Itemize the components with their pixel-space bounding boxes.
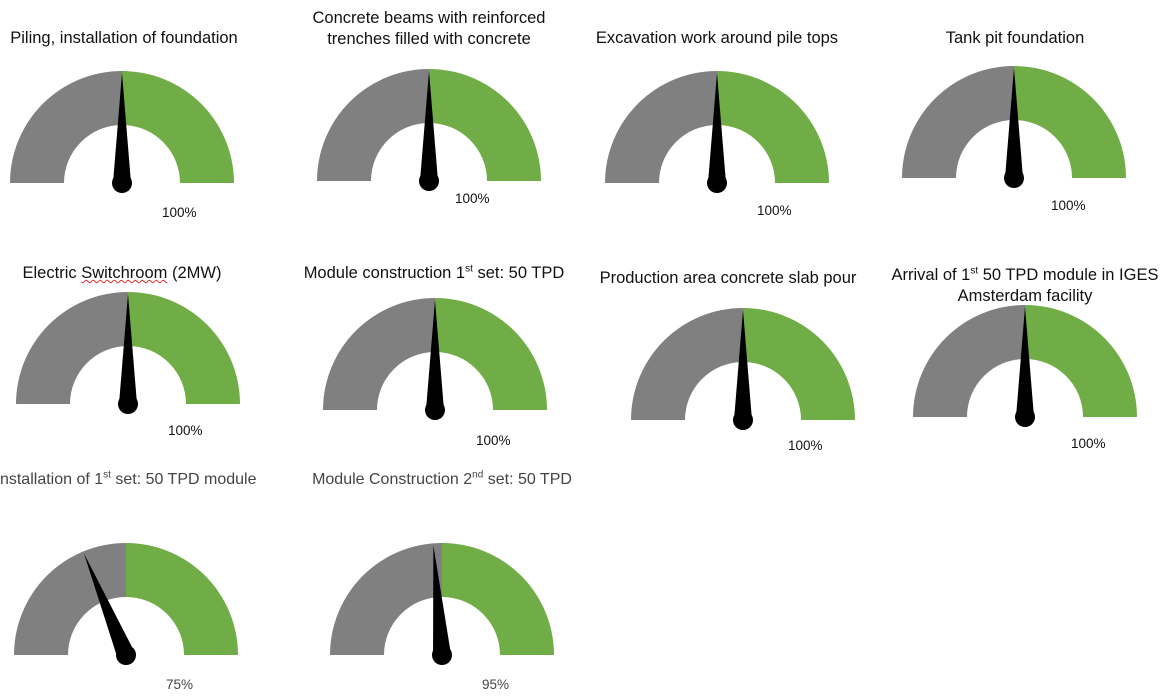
gauge-value-label: 100% xyxy=(455,191,490,206)
gauge-dial xyxy=(330,543,554,665)
title-part: set: 50 TPD xyxy=(483,471,572,488)
title-part: Installation of 1 xyxy=(0,471,104,488)
gauge-dial xyxy=(913,305,1137,427)
gauge-needle xyxy=(1016,307,1034,417)
gauge-needle-hub xyxy=(1004,168,1024,188)
title-part: Module Construction 2 xyxy=(312,471,473,488)
gauge-module-construction-1: Module construction 1st set: 50 TPD 100% xyxy=(294,263,574,478)
gauge-dial xyxy=(16,292,240,414)
gauge-piling: Piling, installation of foundation 100% xyxy=(0,28,264,243)
gauge-progress-arc xyxy=(717,71,829,183)
gauge-title: Module Construction 2nd set: 50 TPD xyxy=(302,465,582,495)
gauge-needle-hub xyxy=(733,410,753,430)
gauge-title: Tank pit foundation xyxy=(945,29,1085,47)
gauge-progress-arc xyxy=(1014,66,1126,178)
gauge-needle-hub xyxy=(116,645,136,665)
gauge-progress-arc xyxy=(1025,305,1137,417)
gauge-title: Electric Switchroom (2MW) xyxy=(0,263,262,284)
gauge-dial xyxy=(14,543,238,665)
gauge-needle xyxy=(420,71,438,181)
gauge-needle-hub xyxy=(118,394,138,414)
gauge-dial xyxy=(631,308,855,430)
gauge-value-label: 100% xyxy=(476,433,511,448)
title-part: set: 50 TPD module xyxy=(110,471,257,488)
title-part: Arrival of 1 xyxy=(891,266,971,284)
gauge-dial xyxy=(605,71,829,193)
gauge-dial xyxy=(323,298,547,420)
gauge-needle xyxy=(1005,68,1023,178)
gauge-remaining-arc xyxy=(14,543,126,655)
gauge-arrival-module: Arrival of 1st 50 TPD module in IGES Ams… xyxy=(885,265,1165,480)
gauge-remaining-arc xyxy=(330,543,442,655)
gauge-title: Arrival of 1st 50 TPD module in IGES Ams… xyxy=(885,265,1165,307)
gauge-concrete-beams: Concrete beams with reinforced trenches … xyxy=(289,8,569,223)
gauge-needle xyxy=(433,545,451,656)
gauge-electric-switchroom: Electric Switchroom (2MW) 100% xyxy=(0,263,262,478)
title-part-spellcheck: Switchroom xyxy=(81,264,168,282)
gauge-progress-arc xyxy=(743,308,855,420)
gauge-dial xyxy=(10,71,234,193)
gauge-value-label: 100% xyxy=(1071,436,1106,451)
gauge-needle-hub xyxy=(419,171,439,191)
gauge-value-label: 75% xyxy=(166,677,194,692)
gauge-progress-arc xyxy=(435,298,547,410)
gauge-progress-arc xyxy=(122,71,234,183)
gauge-needle-hub xyxy=(1015,407,1035,427)
gauge-remaining-arc xyxy=(913,305,1025,417)
gauge-dial xyxy=(902,66,1126,188)
gauge-value-label: 100% xyxy=(1051,198,1086,213)
title-superscript: st xyxy=(465,263,473,275)
gauge-title: Module construction 1st set: 50 TPD xyxy=(294,263,574,284)
title-part: Electric xyxy=(22,264,82,282)
gauge-progress-arc xyxy=(126,543,238,655)
gauge-value-label: 100% xyxy=(168,423,203,438)
gauge-needle xyxy=(426,300,444,410)
gauge-value-label: 95% xyxy=(482,677,510,692)
gauge-needle xyxy=(734,310,752,420)
gauge-needle xyxy=(708,73,726,183)
gauge-title: Installation of 1st set: 50 TPD module xyxy=(0,465,266,495)
gauge-title: Production area concrete slab pour xyxy=(599,269,857,287)
title-part: Module construction 1 xyxy=(303,264,466,282)
gauge-remaining-arc xyxy=(631,308,743,420)
gauge-needle xyxy=(83,553,135,659)
gauge-excavation: Excavation work around pile tops 100% xyxy=(577,28,857,243)
gauge-needle xyxy=(119,294,137,404)
gauge-progress-arc xyxy=(429,69,541,181)
gauge-remaining-arc xyxy=(605,71,717,183)
title-part: (2MW) xyxy=(167,264,222,282)
gauge-value-label: 100% xyxy=(757,203,792,218)
gauge-needle-hub xyxy=(432,645,452,665)
gauge-progress-arc xyxy=(128,292,240,404)
gauge-remaining-arc xyxy=(16,292,128,404)
title-part: 50 TPD module in IGES Amsterdam facility xyxy=(957,266,1159,305)
gauge-module-construction-2: Module Construction 2nd set: 50 TPD 95% xyxy=(302,465,582,692)
title-part: set: 50 TPD xyxy=(472,264,565,282)
gauge-needle-hub xyxy=(425,400,445,420)
gauge-needle xyxy=(113,73,131,183)
gauge-production-area-slab: Production area concrete slab pour 100% xyxy=(588,268,868,483)
gauge-progress-arc xyxy=(442,543,554,655)
title-superscript: st xyxy=(103,469,111,481)
title-superscript: st xyxy=(970,265,979,277)
gauge-remaining-arc xyxy=(323,298,435,410)
gauge-remaining-arc xyxy=(902,66,1014,178)
gauge-title: Excavation work around pile tops xyxy=(595,29,839,47)
gauge-remaining-arc xyxy=(10,71,122,183)
gauge-tank-pit: Tank pit foundation 100% xyxy=(875,28,1155,243)
gauge-title: Piling, installation of foundation xyxy=(10,29,238,47)
gauge-value-label: 100% xyxy=(162,205,197,220)
gauge-value-label: 100% xyxy=(788,438,823,453)
gauge-dial xyxy=(317,69,541,191)
title-superscript: nd xyxy=(472,469,484,481)
gauge-installation-1st-set: Installation of 1st set: 50 TPD module 7… xyxy=(0,465,266,692)
gauge-remaining-arc xyxy=(317,69,429,181)
gauge-needle-hub xyxy=(112,173,132,193)
gauge-needle-hub xyxy=(707,173,727,193)
gauge-title: Concrete beams with reinforced trenches … xyxy=(312,9,546,48)
